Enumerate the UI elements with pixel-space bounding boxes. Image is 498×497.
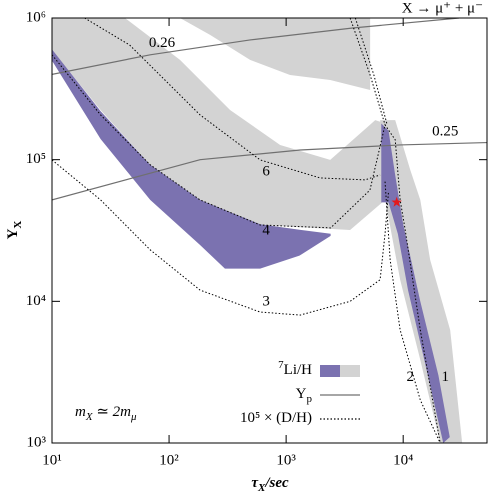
y-tick-label: 10⁶ [26,9,46,25]
y-tick-label: 10³ [27,434,47,450]
chart-title: X → μ⁺ + μ⁻ [402,0,483,16]
legend-label-part: 10⁵ × (D/H) [240,410,312,426]
note-part: ≃ 2m [93,404,132,420]
dh-contour [52,159,390,316]
y-tick-label: 10⁵ [26,151,46,167]
y-axis-label-part: Y [5,228,21,239]
legend-label-part: 7 [278,359,284,371]
note: mX​ ≃ 2mμ​ [75,404,137,422]
dh-contour [349,18,386,126]
frame [51,17,488,444]
x-axis-label-part: τ [251,475,259,491]
legend-swatch [320,365,340,377]
legend-label: 10⁵ × (D/H) [240,410,312,426]
band [52,49,331,269]
x-tick-label: 10⁴ [393,452,413,468]
contour-label: 0.26 [149,35,176,51]
note-part: μ [130,411,137,423]
contour-label: 1 [442,369,450,385]
x-axis-label-part: /sec [264,475,289,491]
best-fit-point [391,196,402,207]
note-part: m [75,404,86,420]
dh-contour [52,54,441,443]
contour-label: 2 [407,369,415,385]
legend-label: 7​Li/H [278,359,312,379]
y-axis-label: YX​ [5,221,23,240]
plot-area [52,18,487,443]
contour-label: 3 [262,293,270,309]
band [52,18,391,230]
legend-label: Yp​ [296,386,313,404]
note-part: X [85,411,94,423]
x-tick-label: 10¹ [42,452,62,468]
contour-label: 6 [262,163,270,179]
yp-line [52,18,460,75]
legend-label-part: p [307,393,313,405]
y-axis-label-part: X [12,221,24,229]
x-axis-label: τX​/sec [251,475,289,493]
y-tick-label: 10⁴ [26,293,46,309]
band [179,18,371,91]
legend-label-part: Li/H [284,362,312,378]
yp-line [52,141,487,201]
contour-label: 4 [262,222,270,238]
x-tick-label: 10² [159,452,179,468]
x-axis-label-part: X [257,482,266,494]
legend-label-part: Y [296,386,307,402]
contour-label: 0.25 [432,123,458,139]
legend-swatch [340,365,360,377]
x-tick-label: 10³ [276,452,296,468]
